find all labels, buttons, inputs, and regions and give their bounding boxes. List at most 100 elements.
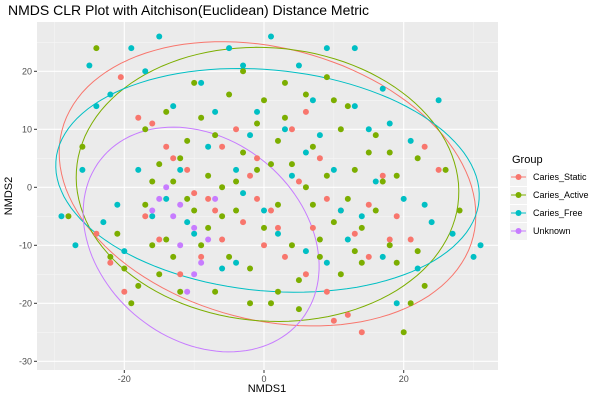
- point-caries-active: [170, 178, 177, 185]
- group-ellipses: [55, 41, 480, 353]
- point-caries-static: [281, 253, 288, 260]
- point-caries-free: [365, 126, 372, 133]
- point-caries-active: [386, 149, 393, 156]
- legend-label: Unknown: [533, 226, 571, 236]
- point-caries-static: [219, 143, 226, 150]
- legend-key-point: [515, 174, 522, 180]
- point-caries-static: [212, 207, 219, 214]
- point-caries-static: [302, 271, 309, 278]
- point-caries-static: [323, 195, 330, 202]
- y-axis-title: NMDS2: [3, 177, 15, 216]
- point-caries-active: [142, 126, 149, 133]
- point-caries-active: [170, 253, 177, 260]
- point-caries-active: [135, 282, 142, 289]
- point-caries-active: [386, 242, 393, 249]
- point-caries-free: [247, 132, 254, 139]
- point-caries-free: [281, 126, 288, 133]
- point-caries-static: [240, 219, 247, 226]
- point-caries-free: [93, 103, 100, 110]
- point-caries-free: [135, 166, 142, 173]
- point-caries-active: [358, 224, 365, 231]
- point-caries-free: [226, 45, 233, 52]
- point-caries-active: [261, 97, 268, 104]
- point-caries-active: [121, 265, 128, 272]
- point-caries-active: [198, 242, 205, 249]
- point-caries-static: [351, 230, 358, 237]
- point-caries-free: [79, 166, 86, 173]
- point-caries-active: [421, 282, 428, 289]
- point-caries-active: [337, 271, 344, 278]
- point-caries-active: [114, 230, 121, 237]
- x-axis-title: NMDS1: [248, 383, 287, 395]
- point-caries-free: [477, 242, 484, 249]
- y-tick-label: -20: [19, 298, 32, 308]
- point-unknown: [149, 207, 156, 214]
- point-caries-static: [330, 317, 337, 324]
- point-caries-active: [205, 224, 212, 231]
- point-caries-active: [365, 149, 372, 156]
- point-caries-active: [344, 195, 351, 202]
- legend-label: Caries_Static: [533, 172, 587, 182]
- point-caries-active: [295, 277, 302, 284]
- point-caries-active: [212, 132, 219, 139]
- point-caries-active: [358, 259, 365, 266]
- point-caries-static: [344, 311, 351, 318]
- point-caries-active: [128, 300, 135, 307]
- point-caries-active: [393, 259, 400, 266]
- point-caries-free: [240, 62, 247, 69]
- point-caries-static: [302, 108, 309, 115]
- point-caries-active: [351, 166, 358, 173]
- point-caries-free: [386, 120, 393, 127]
- point-caries-free: [128, 45, 135, 52]
- point-caries-static: [254, 195, 261, 202]
- point-caries-active: [351, 248, 358, 255]
- point-unknown: [191, 271, 198, 278]
- point-caries-active: [330, 219, 337, 226]
- point-caries-active: [288, 242, 295, 249]
- point-caries-static: [142, 213, 149, 220]
- point-caries-static: [233, 126, 240, 133]
- point-caries-free: [400, 195, 407, 202]
- point-caries-active: [233, 207, 240, 214]
- point-caries-active: [184, 195, 191, 202]
- point-caries-static: [163, 143, 170, 150]
- x-axis-ticks: -20 0 20: [118, 370, 409, 384]
- point-caries-free: [163, 195, 170, 202]
- point-caries-active: [288, 161, 295, 168]
- point-caries-free: [177, 166, 184, 173]
- point-caries-static: [149, 120, 156, 127]
- point-caries-active: [261, 224, 268, 231]
- point-caries-active: [219, 213, 226, 220]
- point-caries-active: [177, 288, 184, 295]
- point-caries-active: [142, 201, 149, 208]
- point-caries-free: [58, 213, 65, 220]
- legend-key-point: [515, 228, 522, 234]
- legend-key-point: [515, 210, 522, 216]
- point-caries-active: [79, 143, 86, 150]
- point-unknown: [177, 242, 184, 249]
- point-unknown: [177, 201, 184, 208]
- ellipse-caries-active: [75, 46, 460, 323]
- point-caries-active: [156, 271, 163, 278]
- point-caries-free: [393, 300, 400, 307]
- point-caries-active: [240, 68, 247, 75]
- point-caries-free: [107, 91, 114, 98]
- point-caries-active: [233, 178, 240, 185]
- point-caries-free: [184, 219, 191, 226]
- y-tick-label: 10: [22, 124, 32, 134]
- point-caries-static: [219, 236, 226, 243]
- point-caries-free: [351, 103, 358, 110]
- point-caries-active: [212, 288, 219, 295]
- point-caries-active: [274, 137, 281, 144]
- point-caries-active: [323, 172, 330, 179]
- point-caries-active: [393, 172, 400, 179]
- point-caries-free: [428, 219, 435, 226]
- point-caries-free: [219, 265, 226, 272]
- point-caries-static: [117, 74, 124, 81]
- y-tick-label: -10: [19, 240, 32, 250]
- point-caries-active: [247, 265, 254, 272]
- legend-label: Caries_Free: [533, 208, 583, 218]
- point-unknown: [163, 184, 170, 191]
- point-unknown: [184, 288, 191, 295]
- point-caries-free: [407, 137, 414, 144]
